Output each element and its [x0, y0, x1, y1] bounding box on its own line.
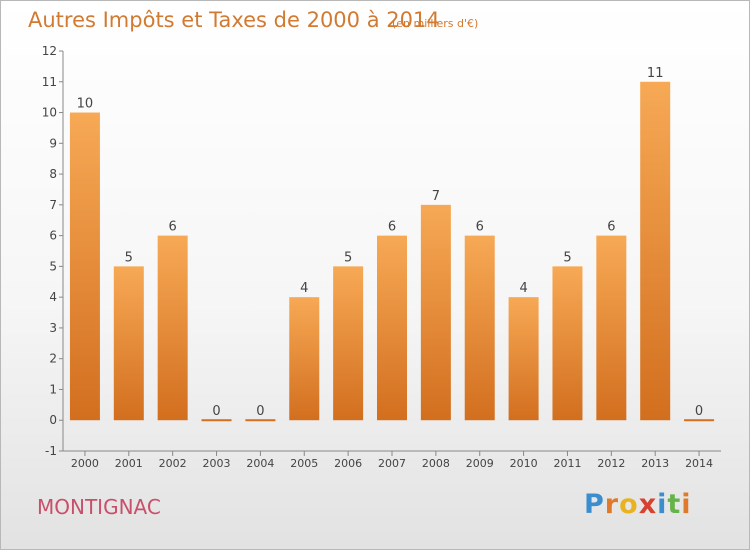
logo-letter: t	[667, 489, 682, 520]
x-tick-label: 2005	[290, 457, 318, 470]
chart-unit: (en milliers d'€)	[392, 17, 479, 30]
bar	[420, 204, 451, 421]
bar	[157, 235, 188, 421]
bar-value-label: 10	[77, 97, 94, 112]
bar-value-label: 5	[125, 250, 133, 265]
y-tick-label: 7	[49, 198, 57, 212]
x-tick-label: 2012	[597, 457, 625, 470]
x-tick-label: 2006	[334, 457, 362, 470]
bar	[508, 297, 539, 421]
bar-value-label: 5	[344, 250, 352, 265]
bar-value-label: 6	[169, 220, 177, 235]
y-tick-label: 11	[42, 75, 57, 89]
y-tick-label: 3	[49, 321, 57, 335]
bar	[69, 112, 100, 421]
x-tick-label: 2007	[378, 457, 406, 470]
bar-value-label: 0	[212, 404, 220, 419]
logo-letter: r	[604, 489, 620, 520]
bar-value-label: 6	[388, 220, 396, 235]
y-tick-label: 1	[49, 382, 57, 396]
x-tick-label: 2008	[422, 457, 450, 470]
bar	[245, 419, 276, 422]
y-tick-label: 12	[42, 44, 57, 58]
bar	[289, 297, 320, 421]
y-tick-label: 0	[49, 413, 57, 427]
x-tick-label: 2004	[246, 457, 274, 470]
y-tick-label: 5	[49, 259, 57, 273]
bar	[113, 266, 144, 421]
bar-value-label: 6	[476, 220, 484, 235]
x-tick-label: 2000	[71, 457, 99, 470]
bar-value-label: 0	[256, 404, 264, 419]
x-tick-label: 2013	[641, 457, 669, 470]
logo-letter: x	[638, 489, 658, 520]
bar	[201, 419, 232, 422]
y-tick-label: 9	[49, 136, 57, 150]
x-tick-label: 2014	[685, 457, 713, 470]
x-tick-label: 2011	[553, 457, 581, 470]
bar-value-label: 5	[563, 250, 571, 265]
x-tick-label: 2001	[115, 457, 143, 470]
bar	[377, 235, 407, 421]
bar-value-label: 4	[519, 281, 527, 296]
bar	[684, 419, 715, 422]
y-tick-label: 6	[49, 229, 57, 243]
logo-letter: i	[681, 489, 692, 520]
bar	[552, 266, 583, 421]
y-tick-label: 4	[49, 290, 57, 304]
logo-letter: i	[657, 489, 668, 520]
bar-value-label: 7	[432, 189, 440, 204]
bar-value-label: 4	[300, 281, 308, 296]
bar-value-label: 11	[647, 66, 664, 81]
y-tick-label: 8	[49, 167, 57, 181]
logo-letter: P	[584, 489, 605, 520]
x-tick-label: 2009	[466, 457, 494, 470]
y-tick-label: 2	[49, 352, 57, 366]
y-tick-label: 10	[42, 106, 57, 120]
chart-title: Autres Impôts et Taxes de 2000 à 2014	[28, 8, 440, 32]
bar	[464, 235, 495, 421]
y-tick-label: -1	[45, 444, 57, 458]
proxiti-logo: Proxiti	[584, 489, 692, 520]
bar	[596, 235, 627, 421]
x-tick-label: 2002	[159, 457, 187, 470]
bar-value-label: 6	[607, 220, 615, 235]
bar	[333, 266, 364, 421]
logo-letter: o	[619, 489, 639, 520]
x-tick-label: 2003	[203, 457, 231, 470]
x-tick-label: 2010	[510, 457, 538, 470]
bar	[640, 81, 671, 421]
city-name: MONTIGNAC	[37, 495, 161, 519]
bar-value-label: 0	[695, 404, 703, 419]
